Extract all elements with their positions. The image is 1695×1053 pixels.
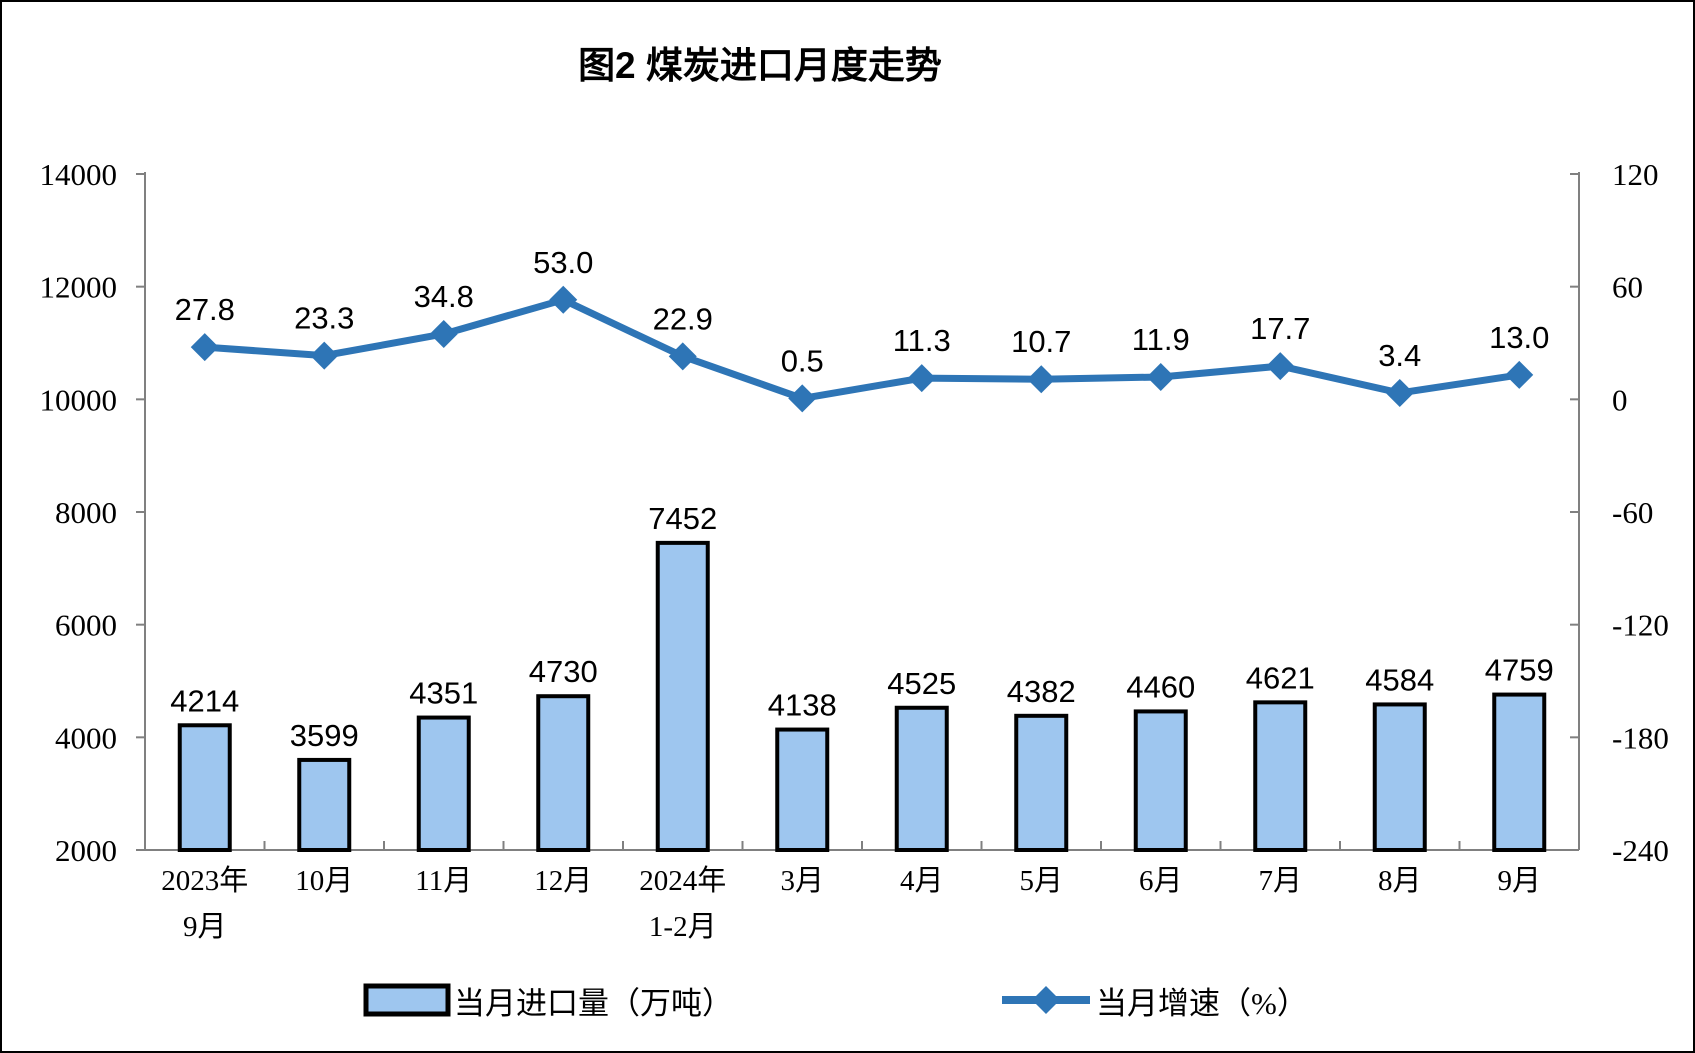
line-marker-diamond [310, 341, 339, 370]
x-axis-category-label: 5月 [1019, 865, 1063, 897]
x-axis-category-label: 6月 [1139, 865, 1183, 897]
bar-value-label: 4759 [1485, 653, 1554, 688]
line-marker-diamond [668, 342, 697, 371]
bar [894, 705, 949, 853]
y-axis-right-tick-label: -60 [1612, 495, 1653, 530]
bar-value-label: 4382 [1007, 674, 1076, 709]
line-value-label: 10.7 [1011, 324, 1071, 359]
y-axis-right-tick-label: -240 [1612, 833, 1669, 868]
x-axis-category-label: 9月 [183, 911, 227, 943]
growth-rate-line [201, 296, 1523, 402]
x-axis-category-label: 12月 [534, 865, 592, 897]
y-axis-left-tick-label: 8000 [55, 495, 117, 530]
x-axis-category-label: 2024年 [639, 864, 726, 897]
x-axis-category-label: 4月 [900, 865, 944, 897]
line-value-label: 27.8 [175, 292, 235, 327]
bar-series-layer: 4214 3599 4351 4730 7452 4138 4525 4382 4460 4621… [170, 501, 1554, 853]
bar [177, 723, 232, 853]
line-value-label: 34.8 [414, 279, 474, 314]
bar-value-label: 4584 [1365, 662, 1434, 697]
y-axis-right-tick-label: 120 [1612, 157, 1659, 192]
y-axis-right-tick-label: -180 [1612, 720, 1669, 755]
bar [1014, 713, 1069, 853]
y-axis-right-tick-label: 0 [1612, 382, 1628, 417]
bar-value-label: 4138 [768, 688, 837, 723]
bar-value-label: 4351 [409, 676, 478, 711]
line-marker-diamond [1505, 360, 1534, 389]
line-value-label: 11.3 [893, 323, 951, 358]
line-marker-diamond [1027, 365, 1056, 394]
line-value-label: 53.0 [533, 245, 593, 280]
legend-line-label: 当月增速（%） [1096, 986, 1308, 1021]
bar [536, 694, 591, 853]
line-value-label: 3.4 [1378, 338, 1421, 373]
bar [1133, 709, 1188, 852]
x-axis-category-label: 1-2月 [649, 911, 717, 943]
bar [297, 757, 352, 852]
line-marker-diamond [1266, 352, 1295, 381]
x-axis-category-label: 7月 [1258, 865, 1302, 897]
line-marker-diamond [190, 333, 219, 362]
line-value-label: 17.7 [1250, 311, 1310, 346]
bar-value-label: 4460 [1126, 669, 1195, 704]
y-axis-left-tick-label: 10000 [40, 382, 118, 417]
x-axis-category-label: 8月 [1378, 865, 1422, 897]
line-marker-diamond [1146, 362, 1175, 391]
line-marker-diamond [788, 384, 817, 413]
bar [1253, 700, 1308, 853]
x-axis-category-label: 9月 [1497, 865, 1541, 897]
bar-value-label: 3599 [290, 718, 359, 753]
line-value-label: 0.5 [781, 343, 824, 378]
line-marker-diamond [907, 364, 936, 393]
line-value-label: 13.0 [1489, 320, 1549, 355]
line-marker-diamond [1385, 378, 1414, 407]
axes-layer: 14000 12000 10000 8000 6000 4000 2000 120 60 0 -60… [40, 157, 1669, 943]
bar [655, 540, 710, 852]
bar-value-label: 4621 [1246, 660, 1315, 695]
line-value-label: 23.3 [294, 301, 354, 336]
bar-value-label: 7452 [648, 501, 717, 536]
x-axis-category-label: 10月 [295, 865, 353, 897]
bar-value-label: 4525 [887, 666, 956, 701]
line-series-layer: 27.8 23.3 34.8 53.0 22.9 0.5 11.3 10.7 11.9 17.7 3… [175, 245, 1549, 413]
x-axis-category-label: 3月 [780, 865, 824, 897]
y-axis-left-tick-label: 4000 [55, 720, 117, 755]
bar [775, 727, 830, 852]
line-marker-diamond [549, 285, 578, 314]
bar [416, 715, 471, 853]
bar [1492, 692, 1547, 853]
chart-title: 图2 煤炭进口月度走势 [578, 45, 942, 86]
y-axis-left-tick-label: 14000 [40, 157, 118, 192]
bar-value-label: 4214 [170, 683, 239, 718]
bar [1372, 702, 1427, 853]
y-axis-left-tick-label: 12000 [40, 270, 118, 305]
line-value-label: 22.9 [653, 301, 713, 336]
y-axis-left-tick-label: 6000 [55, 608, 117, 643]
legend-bar-label: 当月进口量（万吨） [454, 986, 733, 1021]
legend: 当月进口量（万吨） 当月增速（%） [363, 983, 1308, 1021]
legend-bar-swatch [363, 983, 451, 1017]
line-marker-diamond [429, 319, 458, 348]
y-axis-left-tick-label: 2000 [55, 833, 117, 868]
y-axis-right-tick-label: -120 [1612, 608, 1669, 643]
legend-line-marker [1032, 986, 1060, 1014]
bar-value-label: 4730 [529, 654, 598, 689]
y-axis-right-tick-label: 60 [1612, 270, 1643, 305]
x-axis-category-label: 2023年 [161, 864, 248, 897]
line-value-label: 11.9 [1132, 322, 1190, 357]
x-axis-category-label: 11月 [415, 865, 472, 897]
